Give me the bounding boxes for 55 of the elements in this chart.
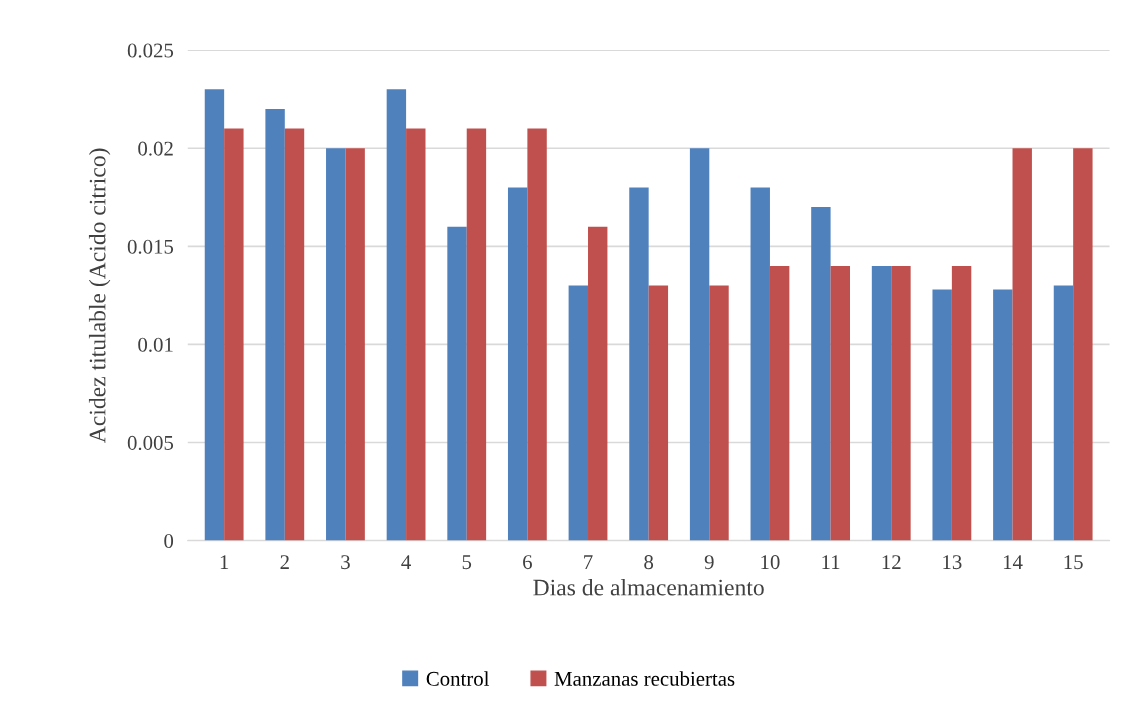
bar bbox=[1012, 148, 1032, 541]
legend-label: Control bbox=[426, 671, 490, 686]
x-tick-label: 2 bbox=[280, 555, 289, 569]
bar bbox=[284, 128, 305, 541]
x-tick-label: 14 bbox=[1003, 555, 1023, 569]
x-tick-label: 12 bbox=[882, 555, 901, 569]
x-axis-title: Dias de almacenamiento bbox=[533, 578, 764, 596]
x-tick-label: 9 bbox=[704, 555, 714, 570]
bar bbox=[871, 265, 892, 541]
y-axis-title: Acidez titulable (Acido citrico) bbox=[88, 148, 111, 443]
bar bbox=[1073, 148, 1093, 541]
bar bbox=[769, 265, 790, 541]
bar bbox=[648, 285, 669, 541]
y-tick-label: 0 bbox=[164, 533, 174, 549]
x-tick-label: 6 bbox=[523, 555, 532, 570]
x-tick-label: 13 bbox=[943, 555, 962, 570]
x-tick-label: 3 bbox=[341, 555, 350, 570]
y-tick-label: 0.005 bbox=[127, 435, 174, 451]
y-tick-label: 0.025 bbox=[127, 43, 174, 58]
bar bbox=[386, 89, 407, 541]
bar bbox=[830, 265, 850, 541]
bar bbox=[265, 108, 285, 541]
x-tick-label: 10 bbox=[761, 555, 780, 570]
bar bbox=[932, 289, 952, 541]
bar bbox=[750, 187, 770, 541]
y-tick-label: 0.02 bbox=[138, 141, 173, 156]
bar bbox=[1053, 285, 1074, 541]
x-tick-label: 11 bbox=[822, 555, 840, 569]
bar bbox=[345, 148, 365, 541]
x-tick-label: 5 bbox=[462, 555, 472, 570]
bar bbox=[224, 128, 244, 541]
bar bbox=[568, 285, 589, 541]
legend-label: Manzanas recubiertas bbox=[554, 671, 735, 686]
bar bbox=[891, 265, 911, 541]
x-tick-label: 1 bbox=[220, 555, 229, 569]
x-tick-label: 4 bbox=[401, 555, 411, 569]
y-tick-label: 0.015 bbox=[127, 239, 174, 254]
bar bbox=[406, 128, 426, 541]
bar bbox=[204, 89, 225, 541]
bar bbox=[951, 265, 972, 541]
bar bbox=[588, 226, 608, 541]
x-tick-label: 8 bbox=[644, 555, 654, 570]
x-tick-label: 7 bbox=[584, 555, 593, 569]
bar bbox=[447, 226, 467, 541]
bar bbox=[993, 289, 1013, 541]
bar bbox=[466, 128, 487, 541]
bar bbox=[689, 148, 710, 541]
bar bbox=[709, 285, 729, 541]
bar bbox=[326, 148, 346, 541]
y-tick-label: 0.01 bbox=[138, 337, 173, 352]
bar bbox=[507, 187, 528, 541]
bar bbox=[527, 128, 547, 541]
bar bbox=[629, 187, 649, 541]
x-tick-label: 15 bbox=[1064, 555, 1083, 570]
bar bbox=[811, 207, 831, 541]
